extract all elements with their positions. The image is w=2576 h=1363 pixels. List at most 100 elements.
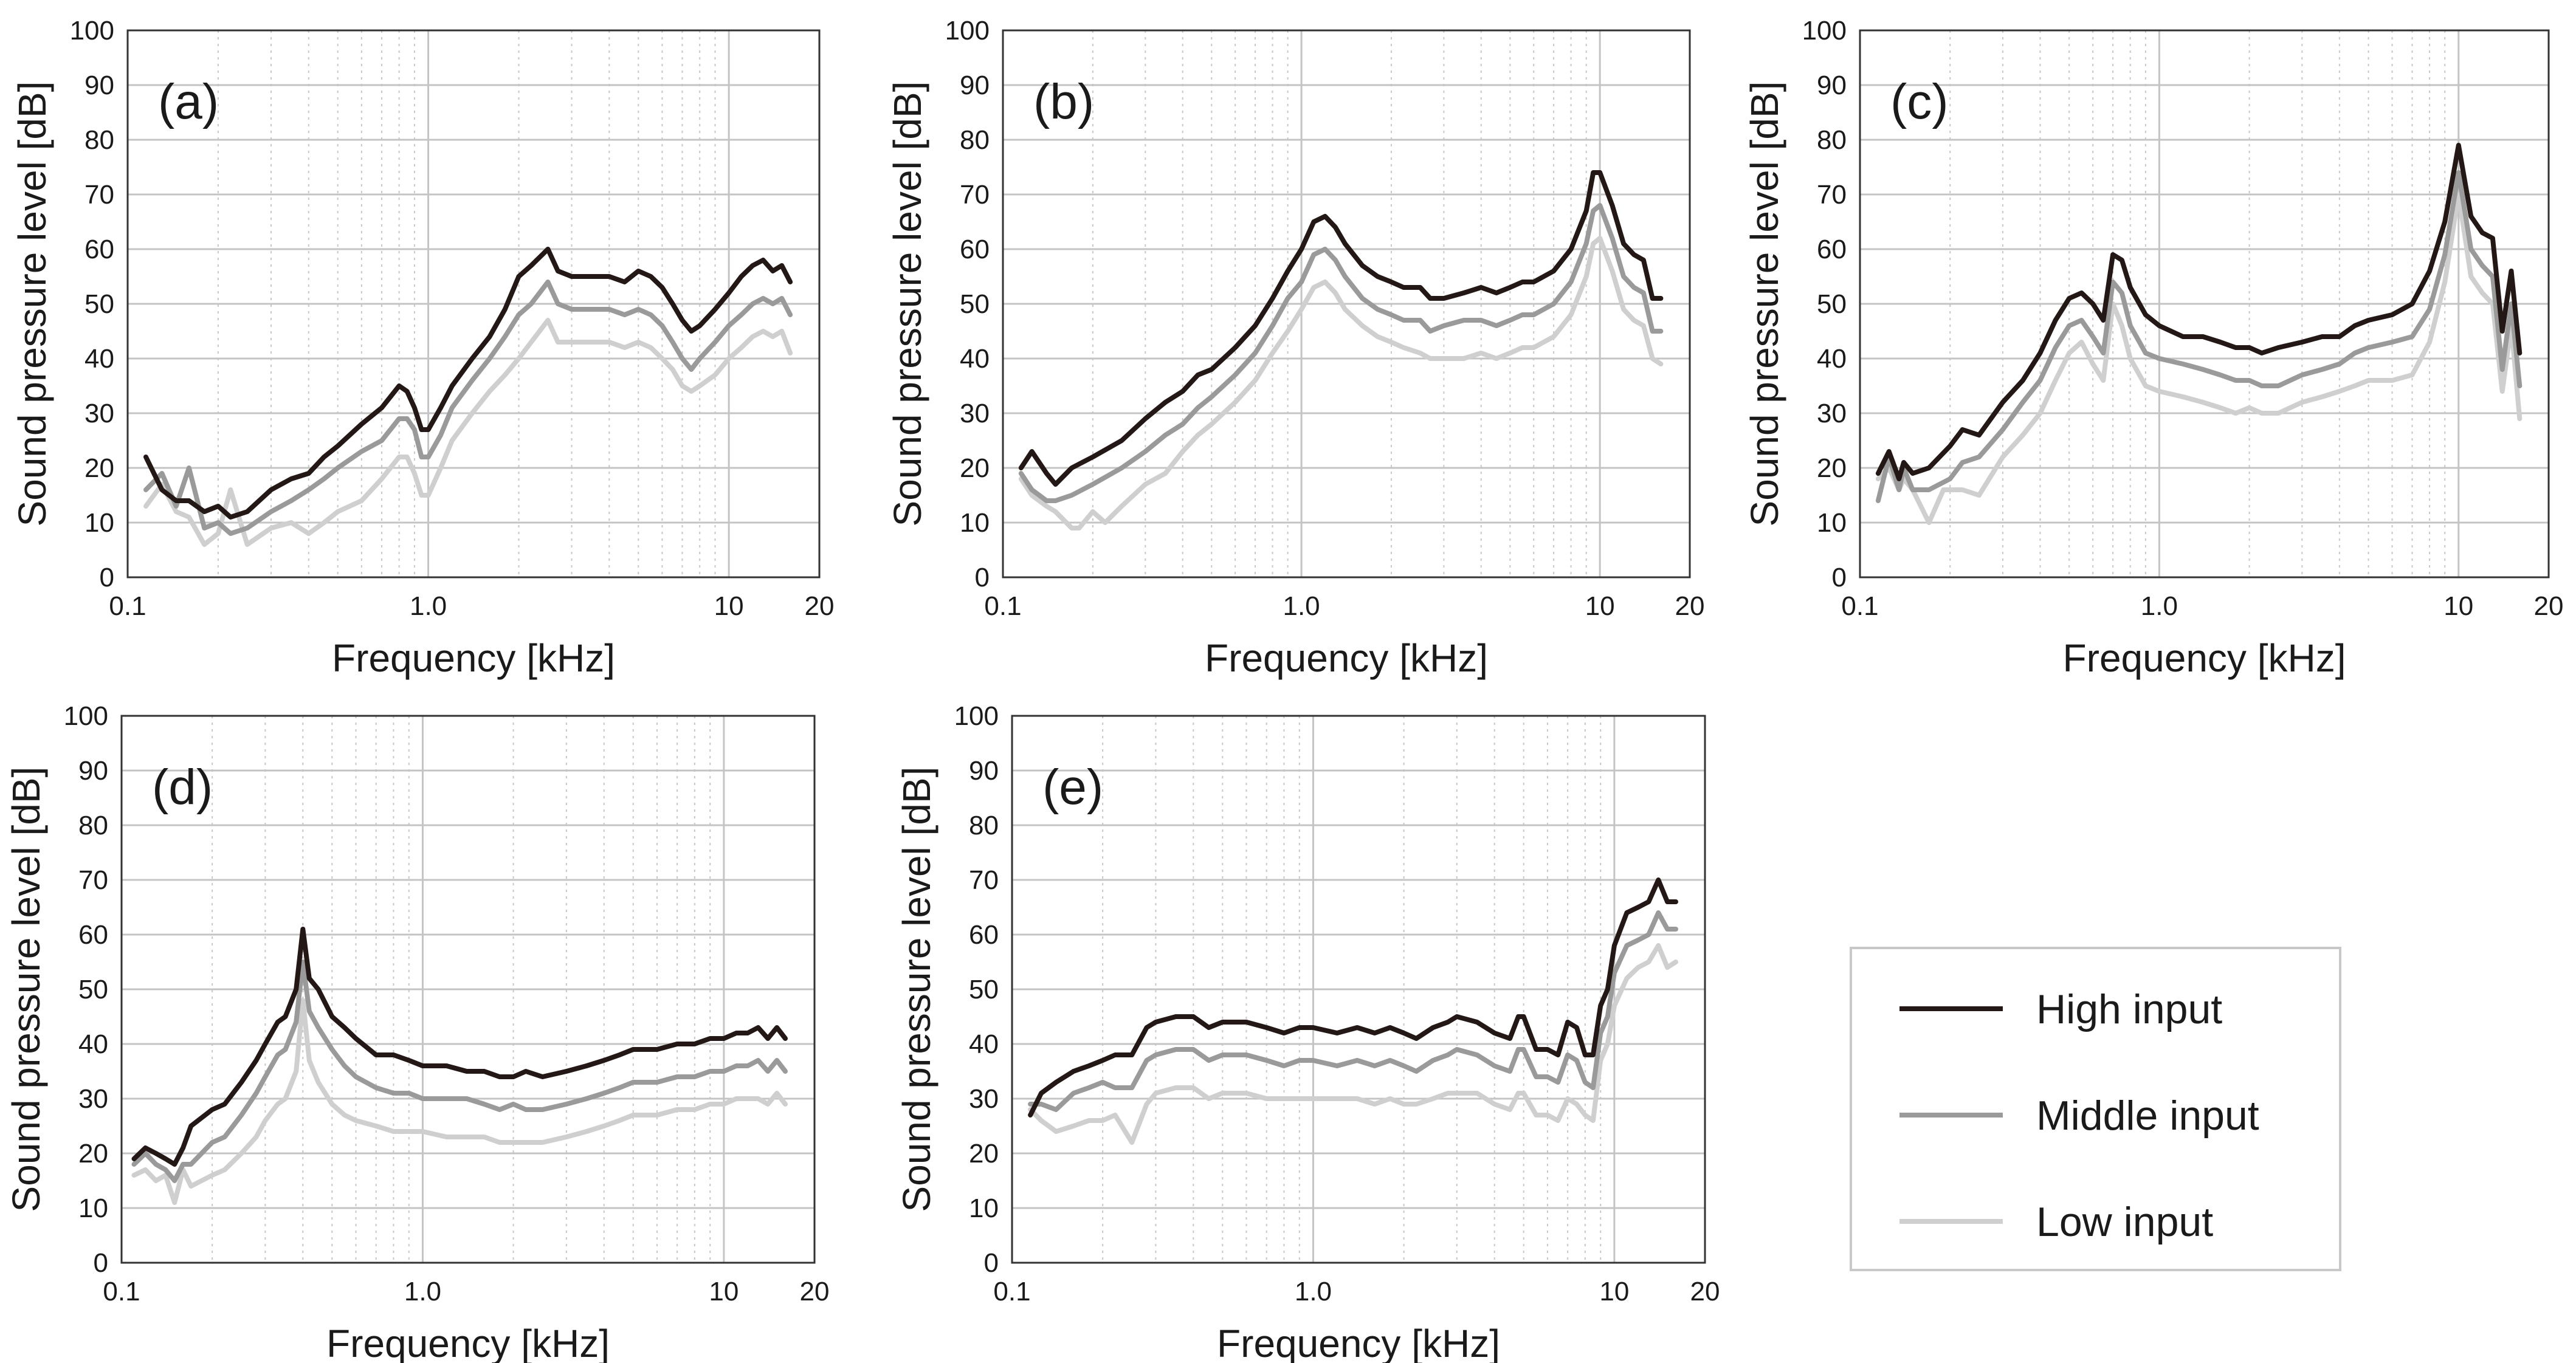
y-tick-label: 70 xyxy=(84,180,114,210)
panel-b: 0 10 20 30 40 50 60 70 80 90 100 0.1 1.0 10 20 Frequenc… xyxy=(886,16,1704,680)
panel-c: 0 10 20 30 40 50 60 70 80 90 100 0.1 1.0 10 20 Frequenc… xyxy=(1743,16,2563,680)
series-line-middle-input xyxy=(143,280,793,536)
panel-a: 0 10 20 30 40 50 60 70 80 90 100 0.1 1.0 10 20 Frequenc… xyxy=(10,16,834,680)
x-tick-label: 0.1 xyxy=(103,1277,140,1306)
panel-label: (b) xyxy=(1033,74,1094,129)
y-tick-label: 10 xyxy=(84,508,114,538)
y-tick-label: 100 xyxy=(945,16,990,46)
y-tick-label: 20 xyxy=(960,453,990,483)
y-tick-label: 100 xyxy=(64,701,108,731)
y-axis-title: Sound pressure level [dB] xyxy=(886,81,929,527)
series-line-high-input xyxy=(143,247,793,520)
series-line-low-input xyxy=(143,318,793,547)
y-tick-label: 80 xyxy=(1817,125,1847,155)
plot-area-frame xyxy=(120,715,816,1264)
legend-label: High input xyxy=(2036,986,2222,1032)
legend-frame xyxy=(1850,947,2341,1271)
y-tick-label: 0 xyxy=(984,1248,999,1278)
y-tick-label: 10 xyxy=(1817,508,1847,538)
y-tick-label: 50 xyxy=(1817,289,1847,319)
x-tick-label: 10 xyxy=(2443,591,2473,621)
plot-area-frame xyxy=(1002,29,1691,579)
y-tick-label: 90 xyxy=(84,70,114,100)
plot-area-frame xyxy=(1011,715,1706,1264)
x-tick-label: 0.1 xyxy=(984,591,1021,621)
y-tick-label: 0 xyxy=(94,1248,108,1278)
x-tick-label: 1.0 xyxy=(404,1277,441,1306)
series-line-high-input xyxy=(131,927,788,1167)
y-tick-label: 70 xyxy=(960,180,990,210)
x-tick-label: 1.0 xyxy=(1283,591,1320,621)
x-tick-label: 20 xyxy=(800,1277,830,1306)
y-tick-label: 20 xyxy=(78,1139,108,1169)
series-line-low-input xyxy=(1875,192,2523,525)
panel-label: (a) xyxy=(158,74,219,129)
panel-e: 0 10 20 30 40 50 60 70 80 90 100 0.1 1.0 10 20 Frequenc… xyxy=(895,701,1720,1363)
legend-label: Middle input xyxy=(2036,1093,2259,1139)
y-tick-label: 30 xyxy=(84,399,114,428)
x-axis-title: Frequency [kHz] xyxy=(1205,636,1488,680)
y-tick-label: 60 xyxy=(84,235,114,264)
series-line-middle-input xyxy=(1018,203,1664,503)
series-line-middle-input xyxy=(1875,170,2523,503)
y-axis-title: Sound pressure level [dB] xyxy=(1743,81,1786,527)
y-tick-label: 40 xyxy=(969,1029,999,1059)
y-tick-label: 30 xyxy=(78,1084,108,1114)
y-tick-label: 80 xyxy=(78,811,108,840)
panel-d: 0 10 20 30 40 50 60 70 80 90 100 0.1 1.0 10 20 Frequenc… xyxy=(4,701,829,1363)
y-tick-label: 80 xyxy=(960,125,990,155)
y-tick-label: 0 xyxy=(100,563,114,592)
y-tick-label: 30 xyxy=(969,1084,999,1114)
panel-label: (d) xyxy=(152,760,213,815)
y-tick-label: 70 xyxy=(78,865,108,895)
y-tick-label: 60 xyxy=(1817,235,1847,264)
x-axis-title: Frequency [kHz] xyxy=(1217,1322,1500,1363)
x-tick-label: 10 xyxy=(709,1277,739,1306)
y-tick-label: 50 xyxy=(960,289,990,319)
y-tick-label: 40 xyxy=(960,344,990,374)
series-line-middle-input xyxy=(1028,910,1678,1112)
x-tick-label: 0.1 xyxy=(993,1277,1030,1306)
y-axis-title: Sound pressure level [dB] xyxy=(10,81,54,527)
y-tick-label: 50 xyxy=(84,289,114,319)
y-tick-label: 100 xyxy=(70,16,114,46)
y-axis-title: Sound pressure level [dB] xyxy=(895,767,938,1212)
y-axis-title: Sound pressure level [dB] xyxy=(4,767,48,1212)
series-line-middle-input xyxy=(131,960,788,1183)
x-tick-label: 20 xyxy=(1675,591,1705,621)
y-tick-label: 90 xyxy=(78,756,108,786)
x-tick-label: 10 xyxy=(714,591,744,621)
x-tick-label: 1.0 xyxy=(410,591,447,621)
x-tick-label: 20 xyxy=(805,591,835,621)
x-tick-label: 0.1 xyxy=(109,591,146,621)
x-tick-label: 0.1 xyxy=(1841,591,1878,621)
panel-label: (e) xyxy=(1042,760,1103,815)
y-tick-label: 60 xyxy=(969,920,999,950)
x-tick-label: 10 xyxy=(1599,1277,1629,1306)
y-tick-label: 90 xyxy=(969,756,999,786)
y-tick-label: 40 xyxy=(78,1029,108,1059)
x-axis-title: Frequency [kHz] xyxy=(2063,636,2346,680)
x-axis-title: Frequency [kHz] xyxy=(326,1322,610,1363)
legend: High input Middle input Low input xyxy=(1850,947,2341,1271)
series-line-high-input xyxy=(1018,170,1664,487)
y-tick-label: 0 xyxy=(1832,563,1847,592)
y-tick-label: 70 xyxy=(969,865,999,895)
y-tick-label: 70 xyxy=(1817,180,1847,210)
panel-label: (c) xyxy=(1890,74,1949,129)
y-tick-label: 30 xyxy=(1817,399,1847,428)
y-tick-label: 100 xyxy=(954,701,999,731)
series-line-low-input xyxy=(1018,236,1664,530)
legend-label: Low input xyxy=(2036,1199,2213,1245)
y-tick-label: 90 xyxy=(960,70,990,100)
plot-area-frame xyxy=(1859,29,2550,579)
plot-area-frame xyxy=(126,29,821,579)
y-tick-label: 0 xyxy=(975,563,990,592)
y-tick-label: 80 xyxy=(969,811,999,840)
y-tick-label: 20 xyxy=(969,1139,999,1169)
y-tick-label: 50 xyxy=(78,975,108,1004)
x-tick-label: 20 xyxy=(1690,1277,1720,1306)
series-line-high-input xyxy=(1028,877,1678,1118)
x-tick-label: 1.0 xyxy=(2141,591,2178,621)
